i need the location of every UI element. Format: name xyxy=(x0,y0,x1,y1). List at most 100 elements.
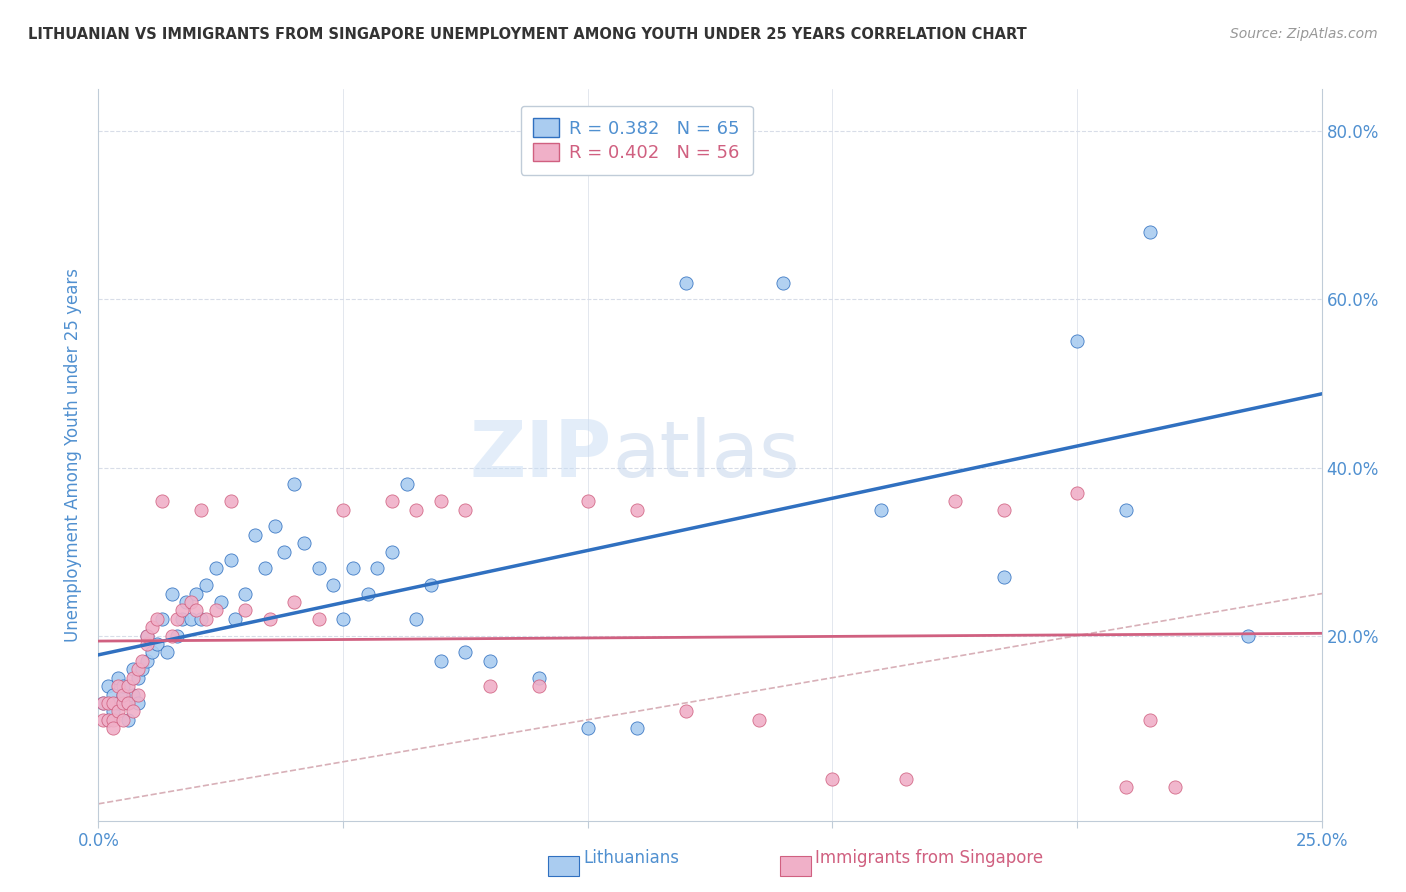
Point xyxy=(180,595,202,609)
Point xyxy=(121,671,143,685)
Point xyxy=(1164,780,1187,794)
Point xyxy=(332,612,354,626)
Point xyxy=(97,713,120,727)
Point xyxy=(259,612,281,626)
Point xyxy=(180,612,202,626)
Point xyxy=(150,494,173,508)
Point xyxy=(121,704,143,718)
Point xyxy=(101,713,124,727)
Point xyxy=(107,696,129,710)
Point xyxy=(111,713,134,727)
Point xyxy=(894,772,917,786)
Point xyxy=(993,570,1015,584)
Point xyxy=(111,696,134,710)
Point xyxy=(107,704,129,718)
Point xyxy=(870,502,893,516)
Text: LITHUANIAN VS IMMIGRANTS FROM SINGAPORE UNEMPLOYMENT AMONG YOUTH UNDER 25 YEARS : LITHUANIAN VS IMMIGRANTS FROM SINGAPORE … xyxy=(28,27,1026,42)
Point xyxy=(190,612,212,626)
Point xyxy=(117,696,139,710)
Point xyxy=(943,494,966,508)
Point xyxy=(478,679,501,693)
Point xyxy=(101,688,124,702)
Point xyxy=(527,679,550,693)
Point xyxy=(146,612,169,626)
Point xyxy=(283,595,305,609)
Point xyxy=(150,612,173,626)
Point xyxy=(273,544,295,558)
Point xyxy=(117,679,139,693)
Point xyxy=(748,713,770,727)
Point xyxy=(219,553,242,567)
Point xyxy=(308,561,330,575)
Point xyxy=(101,704,124,718)
Legend: R = 0.382   N = 65, R = 0.402   N = 56: R = 0.382 N = 65, R = 0.402 N = 56 xyxy=(520,105,752,175)
Point xyxy=(209,595,232,609)
Point xyxy=(1066,334,1088,349)
Point xyxy=(136,654,159,668)
Point xyxy=(772,276,794,290)
Point xyxy=(121,662,143,676)
Point xyxy=(186,603,208,617)
Point xyxy=(821,772,844,786)
Point xyxy=(356,587,378,601)
Point xyxy=(205,603,228,617)
Point xyxy=(478,654,501,668)
Point xyxy=(166,612,188,626)
Point xyxy=(107,671,129,685)
Point xyxy=(127,662,149,676)
Point xyxy=(381,544,404,558)
Point xyxy=(454,645,477,659)
Y-axis label: Unemployment Among Youth under 25 years: Unemployment Among Youth under 25 years xyxy=(65,268,83,642)
Point xyxy=(233,603,256,617)
Point xyxy=(136,629,159,643)
Point xyxy=(253,561,276,575)
Point xyxy=(454,502,477,516)
Point xyxy=(111,688,134,702)
Point xyxy=(322,578,344,592)
Point xyxy=(111,688,134,702)
Point xyxy=(107,679,129,693)
Point xyxy=(190,502,212,516)
Point xyxy=(675,276,697,290)
Point xyxy=(131,662,153,676)
Point xyxy=(131,654,153,668)
Point xyxy=(292,536,315,550)
Point xyxy=(101,721,124,735)
Point xyxy=(176,595,198,609)
Point xyxy=(332,502,354,516)
Point xyxy=(243,528,266,542)
Point xyxy=(136,637,159,651)
Text: Immigrants from Singapore: Immigrants from Singapore xyxy=(815,849,1043,867)
Point xyxy=(283,477,305,491)
Point xyxy=(342,561,364,575)
Point xyxy=(146,637,169,651)
Point xyxy=(195,578,218,592)
Point xyxy=(405,612,427,626)
Point xyxy=(405,502,427,516)
Point xyxy=(626,721,648,735)
Point xyxy=(675,704,697,718)
Point xyxy=(366,561,388,575)
Point xyxy=(186,587,208,601)
Point xyxy=(1139,713,1161,727)
Point xyxy=(576,721,599,735)
Point xyxy=(97,713,120,727)
Point xyxy=(263,519,285,533)
Point xyxy=(166,629,188,643)
Point xyxy=(1115,502,1137,516)
Point xyxy=(430,654,453,668)
Point xyxy=(219,494,242,508)
Point xyxy=(420,578,443,592)
Point xyxy=(993,502,1015,516)
Point xyxy=(195,612,218,626)
Point xyxy=(626,502,648,516)
Point xyxy=(160,629,183,643)
Point xyxy=(381,494,404,508)
Point xyxy=(576,494,599,508)
Point xyxy=(1066,485,1088,500)
Point xyxy=(97,679,120,693)
Point xyxy=(1115,780,1137,794)
Point xyxy=(141,645,163,659)
Point xyxy=(308,612,330,626)
Point xyxy=(127,696,149,710)
